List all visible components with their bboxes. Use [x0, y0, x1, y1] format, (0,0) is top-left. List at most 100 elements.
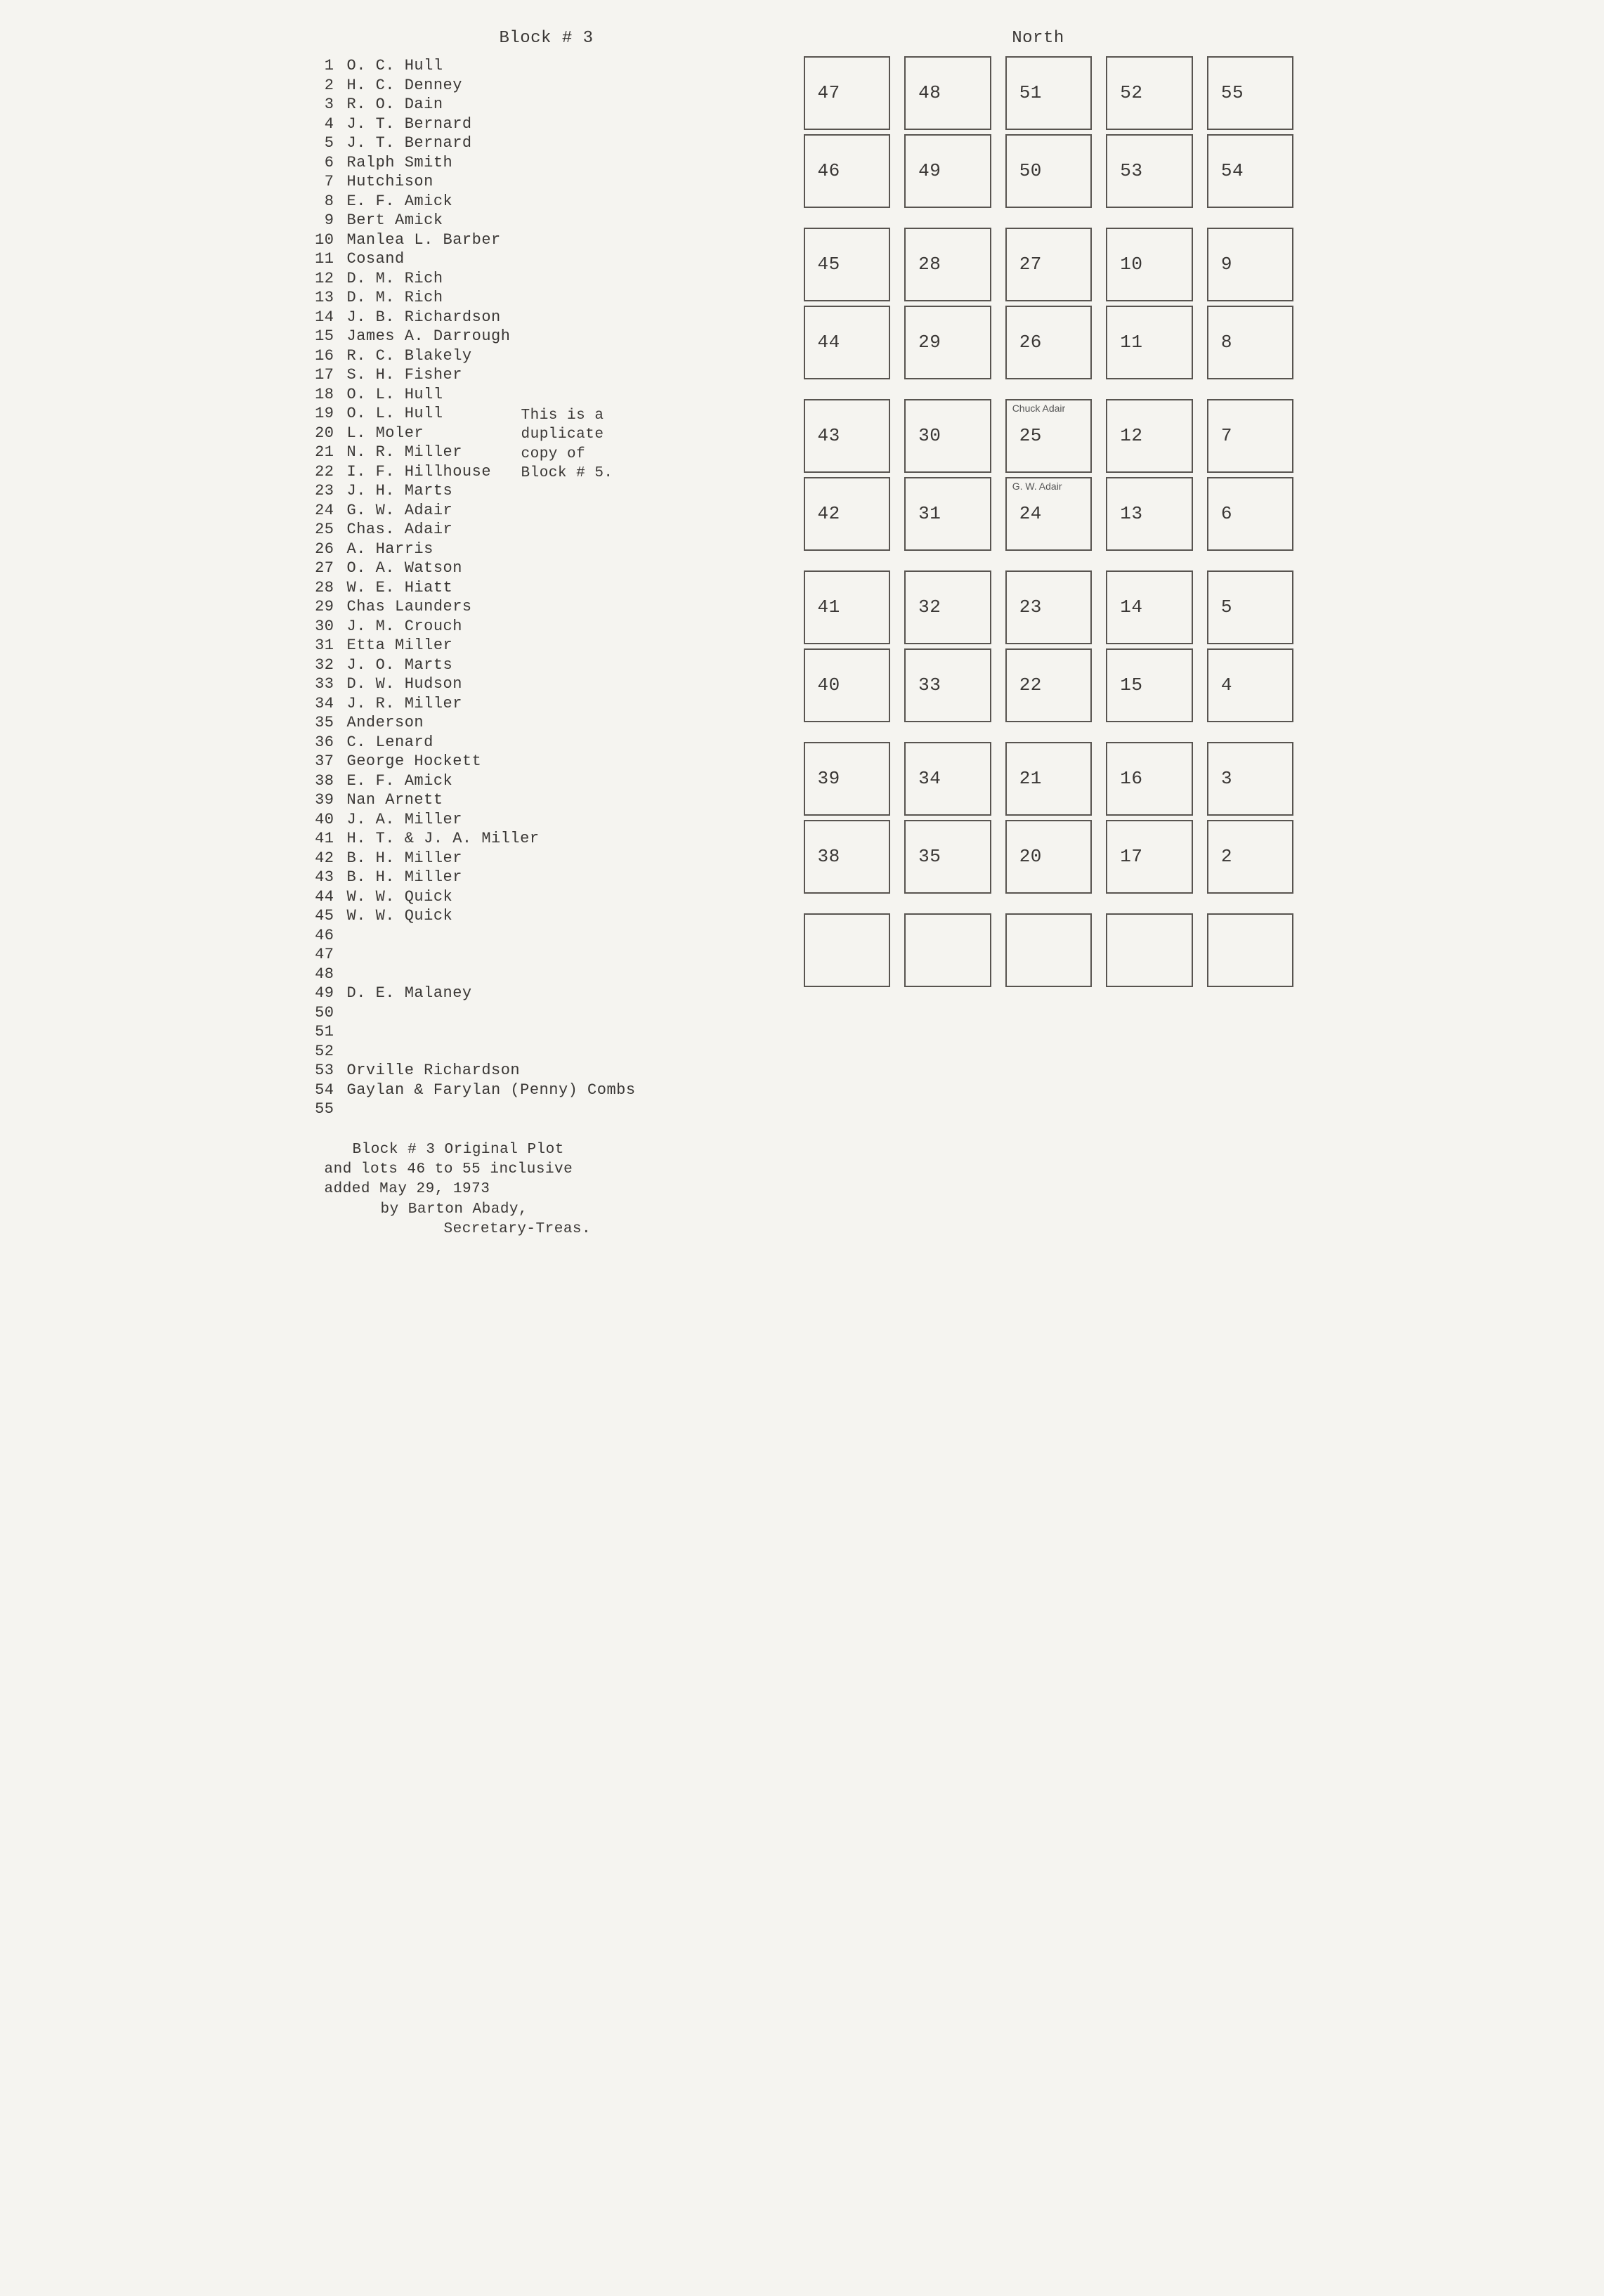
plot-cell: 15	[1106, 648, 1193, 722]
name-text: D. E. Malaney	[347, 984, 783, 1003]
plot-number: 11	[1120, 331, 1142, 354]
name-row: 36 C. Lenard	[311, 733, 783, 752]
footer-line: Secretary-Treas.	[353, 1220, 783, 1239]
grid-row: 413223145	[804, 570, 1294, 644]
name-text: Manlea L. Barber	[347, 230, 783, 250]
name-text: Ralph Smith	[347, 153, 783, 173]
name-row: 39 Nan Arnett	[311, 790, 783, 810]
name-row: 53Orville Richardson	[311, 1061, 783, 1081]
name-number: 25	[311, 520, 334, 540]
name-number: 50	[311, 1003, 334, 1023]
plot-number: 46	[818, 159, 840, 183]
name-row: 11Cosand	[311, 249, 783, 269]
plot-cell: 54	[1207, 134, 1294, 208]
name-number: 26	[311, 540, 334, 559]
name-number: 39	[311, 790, 334, 810]
name-number: 52	[311, 1042, 334, 1062]
grid-row: 393421163	[804, 742, 1294, 816]
footer-line: by Barton Abady,	[353, 1200, 783, 1220]
plot-number: 25	[1019, 424, 1042, 448]
name-number: 42	[311, 849, 334, 868]
name-text: J. R. Miller	[347, 694, 783, 714]
name-text: Nan Arnett	[347, 790, 783, 810]
name-text: J. A. Miller	[347, 810, 783, 830]
plot-number: 26	[1019, 331, 1042, 354]
grid-group	[804, 913, 1294, 987]
name-row: 37George Hockett	[311, 752, 783, 771]
name-text	[347, 1100, 783, 1119]
plot-cell: 42	[804, 477, 891, 551]
plot-cell: 49	[904, 134, 991, 208]
plot-cell: 7	[1207, 399, 1294, 473]
plot-cell: 23	[1005, 570, 1093, 644]
name-text: J. M. Crouch	[347, 617, 783, 637]
plot-number: 27	[1019, 253, 1042, 276]
plot-cell: 5	[1207, 570, 1294, 644]
footer-note: Block # 3 Original Plot and lots 46 to 5…	[311, 1140, 783, 1240]
name-text: W. W. Quick	[347, 887, 783, 907]
plot-cell: 24G. W. Adair	[1005, 477, 1093, 551]
name-text: R. C. Blakely	[347, 346, 783, 366]
name-text	[347, 965, 783, 984]
name-number: 32	[311, 655, 334, 675]
name-number: 18	[311, 385, 334, 405]
name-text: C. Lenard	[347, 733, 783, 752]
name-text: James A. Darrough	[347, 327, 783, 346]
name-row: 25 Chas. Adair	[311, 520, 783, 540]
name-number: 7	[311, 172, 334, 192]
name-row: 1O. C. Hull	[311, 56, 783, 76]
plot-cell: 29	[904, 306, 991, 379]
plot-number: 10	[1120, 253, 1142, 276]
name-row: 54Gaylan & Farylan (Penny) Combs	[311, 1081, 783, 1100]
name-text: Chas. Adair	[347, 520, 783, 540]
name-text: S. H. Fisher	[347, 365, 783, 385]
plot-cell: 2	[1207, 820, 1294, 894]
plot-cell: 50	[1005, 134, 1093, 208]
plot-number: 40	[818, 674, 840, 697]
name-text: E. F. Amick	[347, 192, 783, 211]
orientation-label: North	[783, 28, 1294, 49]
name-row: 41H. T. & J. A. Miller	[311, 829, 783, 849]
name-row: 2H. C. Denney	[311, 76, 783, 96]
plot-grid: 4748515255464950535445282710944292611843…	[804, 56, 1294, 987]
name-text: Etta Miller	[347, 636, 783, 655]
plot-number: 21	[1019, 767, 1042, 790]
note-line: duplicate	[521, 426, 604, 443]
note-line: copy of	[521, 446, 586, 462]
name-row: 27O. A. Watson	[311, 559, 783, 578]
plot-number: 14	[1120, 596, 1142, 619]
name-number: 3	[311, 95, 334, 115]
name-text: W. E. Hiatt	[347, 578, 783, 598]
name-row: 52	[311, 1042, 783, 1062]
name-number: 36	[311, 733, 334, 752]
name-number: 33	[311, 674, 334, 694]
name-row: 47	[311, 945, 783, 965]
footer-line: added May 29, 1973	[325, 1181, 490, 1197]
plot-cell: 52	[1106, 56, 1193, 130]
grid-group: 393421163383520172	[804, 742, 1294, 894]
name-number: 47	[311, 945, 334, 965]
plot-number: 9	[1221, 253, 1232, 276]
name-number: 55	[311, 1100, 334, 1119]
name-number: 34	[311, 694, 334, 714]
plot-cell: 10	[1106, 228, 1193, 301]
plot-number: 53	[1120, 159, 1142, 183]
plot-cell: 16	[1106, 742, 1193, 816]
grid-row: 383520172	[804, 820, 1294, 894]
name-number: 2	[311, 76, 334, 96]
name-row: 18O. L. Hull	[311, 385, 783, 405]
name-row: 49D. E. Malaney	[311, 984, 783, 1003]
name-row: 12D. M. Rich	[311, 269, 783, 289]
plot-number: 55	[1221, 81, 1244, 105]
plot-number: 17	[1120, 845, 1142, 868]
name-text: J. T. Bernard	[347, 115, 783, 134]
grid-group: 47485152554649505354	[804, 56, 1294, 208]
name-number: 24	[311, 501, 334, 521]
name-number: 54	[311, 1081, 334, 1100]
name-number: 46	[311, 926, 334, 946]
name-text: D. M. Rich	[347, 269, 783, 289]
block-title: Block # 3	[311, 28, 783, 49]
plot-cell: 40	[804, 648, 891, 722]
plot-number: 45	[818, 253, 840, 276]
plot-cell: 44	[804, 306, 891, 379]
